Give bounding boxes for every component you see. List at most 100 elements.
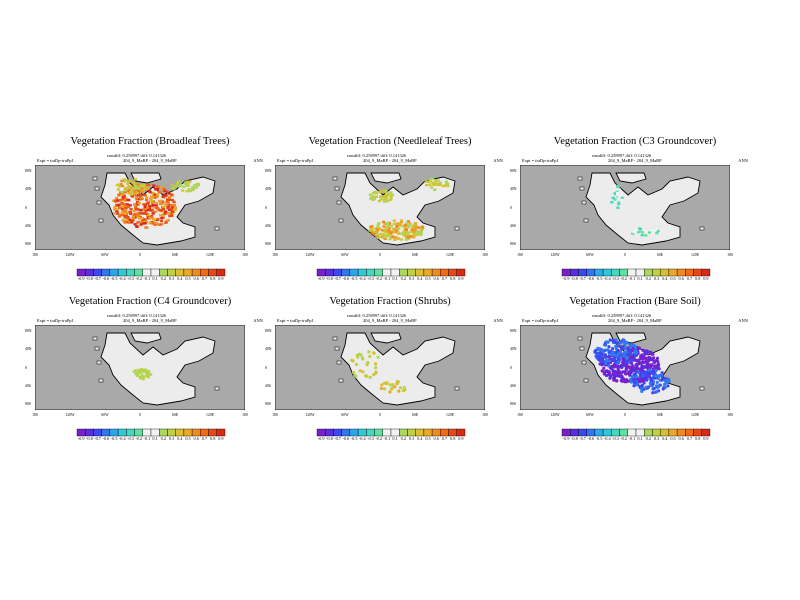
colorbar-swatch	[676, 268, 686, 277]
data-cell	[398, 223, 402, 227]
lat-tick-label: 40S	[265, 223, 271, 228]
data-cell	[652, 356, 656, 360]
colorbar-label: 0.7	[441, 276, 448, 281]
data-cell	[385, 234, 389, 238]
data-cell	[619, 356, 623, 360]
data-cell	[411, 224, 415, 227]
data-cell	[127, 198, 131, 202]
colorbar-swatch	[216, 428, 226, 437]
data-cell	[120, 207, 125, 211]
data-cell	[147, 370, 151, 373]
colorbar-label: -0.5	[595, 276, 603, 281]
data-cell	[387, 221, 391, 225]
colorbar-swatch	[602, 428, 612, 437]
panel-title: Vegetation Fraction (Broadleaf Trees)	[70, 136, 230, 147]
data-cell	[638, 380, 642, 384]
colorbar-swatch	[117, 268, 127, 277]
island	[583, 218, 589, 223]
colorbar-label: -0.3	[127, 436, 134, 441]
data-cell	[610, 350, 614, 354]
island	[699, 386, 705, 391]
lon-tick-label: 60E	[171, 253, 179, 257]
data-cell	[657, 231, 661, 234]
data-cell	[649, 376, 653, 380]
colorbar-swatch	[586, 428, 596, 437]
data-cell	[643, 370, 647, 374]
panel-expt-label: Expt = traDp-traPp1	[277, 318, 314, 323]
data-cell	[116, 212, 120, 215]
data-cell	[116, 188, 120, 191]
data-cell	[411, 230, 416, 233]
data-cell	[150, 208, 154, 212]
data-cell	[437, 183, 441, 186]
data-cell	[624, 378, 629, 382]
colorbar-swatch	[366, 268, 375, 277]
data-cell	[642, 381, 646, 385]
colorbar-swatch	[159, 428, 168, 437]
lon-tick-label: 120W	[550, 253, 560, 257]
data-cell	[394, 236, 398, 239]
data-cell	[653, 364, 657, 368]
data-cell	[615, 190, 619, 193]
data-cell	[612, 378, 616, 382]
data-cell	[383, 381, 387, 385]
colorbar-swatch	[85, 268, 94, 277]
panel-season-label: ANN	[493, 158, 503, 163]
data-cell	[377, 227, 382, 230]
panel-subtitle: 204_9_MaBP - 204_9_MaBP	[608, 318, 662, 323]
lon-tick-label: 120W	[65, 413, 75, 417]
colorbar-label: 0.7	[201, 436, 208, 441]
data-cell	[138, 377, 142, 380]
data-cell	[136, 193, 141, 196]
data-cell	[126, 186, 130, 189]
data-cell	[629, 380, 633, 384]
colorbar-swatch	[627, 268, 637, 277]
data-cell	[644, 351, 649, 356]
lon-tick-label: 60W	[101, 413, 109, 417]
panel-stats: rmsdiff: 0.258997 diff: 0.141326	[592, 153, 652, 158]
data-cell	[145, 202, 149, 205]
data-cell	[167, 192, 171, 195]
colorbar-label: -0.9	[317, 436, 325, 441]
data-cell	[140, 223, 144, 226]
data-cell	[372, 232, 376, 236]
data-cell	[646, 373, 650, 378]
colorbar-label: -0.1	[628, 276, 636, 281]
data-cell	[607, 345, 611, 349]
data-cell	[412, 234, 416, 237]
data-cell	[406, 237, 410, 241]
lon-tick-label: 60W	[341, 253, 349, 257]
data-cell	[145, 198, 149, 202]
data-cell	[620, 198, 624, 202]
lat-tick-label: 0	[510, 205, 512, 210]
data-cell	[136, 211, 141, 214]
data-cell	[368, 354, 372, 359]
data-cell	[395, 228, 399, 231]
colorbar-swatch	[578, 428, 587, 437]
colorbar-label: 0.5	[185, 276, 191, 281]
colorbar-swatch	[619, 268, 628, 277]
colorbar-label: -0.4	[358, 276, 366, 281]
lon-tick-label: 180	[242, 413, 248, 417]
colorbar-swatch	[570, 428, 579, 437]
lat-tick-label: 0	[25, 205, 27, 210]
data-cell	[403, 232, 407, 235]
colorbar-swatch	[349, 428, 359, 437]
data-cell	[382, 225, 386, 228]
data-cell	[418, 226, 422, 229]
island	[98, 378, 104, 383]
data-cell	[133, 190, 137, 194]
colorbar-swatch	[431, 268, 441, 277]
data-cell	[389, 191, 393, 194]
data-cell	[432, 183, 436, 186]
data-cell	[163, 194, 167, 197]
data-cell	[645, 378, 649, 382]
lon-tick-label: 180	[32, 253, 38, 257]
data-cell	[614, 347, 618, 351]
data-cell	[411, 228, 415, 231]
colorbar-swatch	[701, 428, 711, 437]
lon-tick-label: 60W	[341, 413, 349, 417]
data-cell	[149, 204, 153, 208]
data-cell	[135, 200, 140, 204]
data-cell	[419, 233, 423, 236]
